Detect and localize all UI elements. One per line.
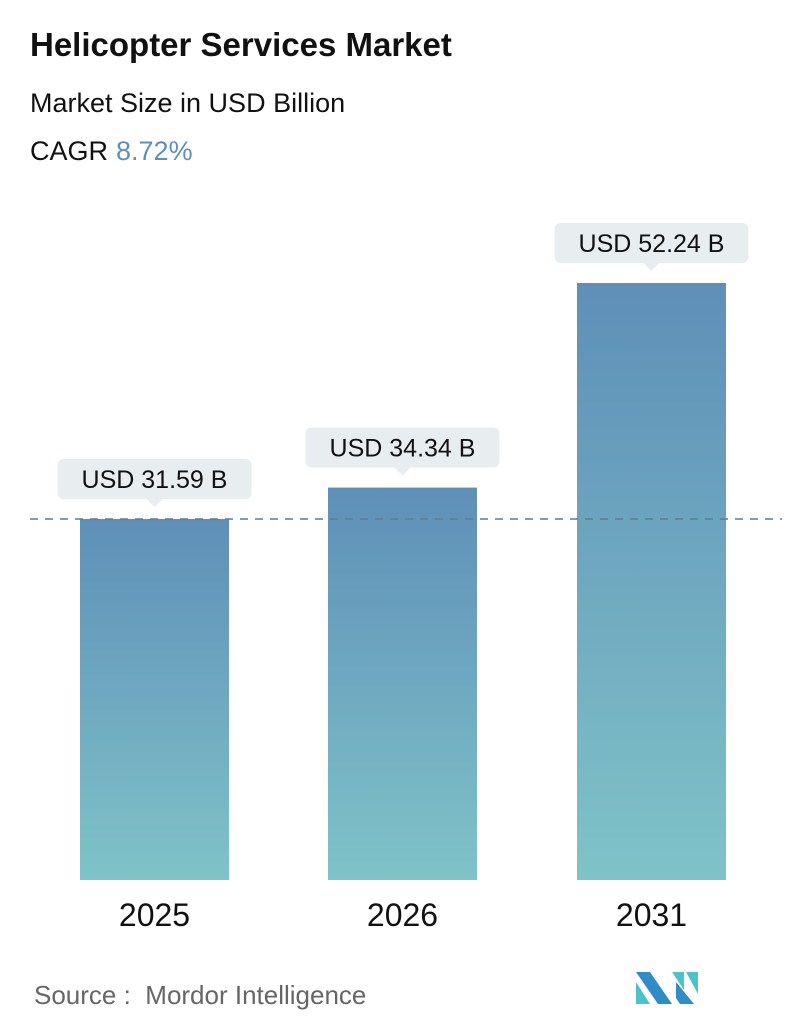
cagr-label: CAGR: [30, 136, 109, 166]
chart-subtitle: Market Size in USD Billion: [30, 88, 346, 118]
x-tick-label: 2031: [616, 897, 687, 933]
data-label-box: [554, 223, 749, 263]
source-label: Source :: [34, 980, 131, 1010]
data-label-pointer: [146, 498, 163, 507]
cagr: CAGR 8.72%: [30, 136, 193, 167]
data-label-pointer: [394, 467, 411, 476]
data-label-pointer: [643, 263, 660, 271]
x-tick-label: 2026: [367, 897, 438, 933]
x-tick-label: 2025: [119, 897, 190, 933]
chart-title: Helicopter Services Market: [30, 26, 452, 63]
bar-2026: [328, 487, 477, 880]
bar-2031: [577, 283, 726, 880]
data-label: USD 52.24 B: [579, 230, 725, 258]
bar-2025: [80, 518, 229, 880]
data-label: USD 34.34 B: [330, 435, 476, 463]
data-label-box: [305, 427, 500, 468]
cagr-value: 8.72%: [116, 136, 193, 166]
source: Source : Mordor Intelligence: [34, 980, 366, 1011]
mordor-intelligence-logo-icon: [636, 972, 698, 1004]
data-label: USD 31.59 B: [82, 466, 228, 494]
data-label-box: [57, 458, 252, 499]
source-name: Mordor Intelligence: [145, 980, 367, 1010]
